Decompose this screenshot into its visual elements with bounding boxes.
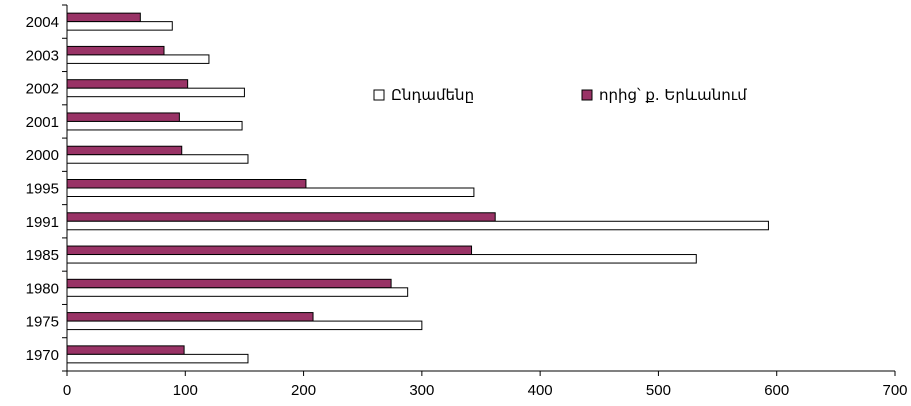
bar-yerevan xyxy=(66,45,165,56)
y-tick-label: 2002 xyxy=(26,81,59,98)
legend-swatch-total xyxy=(373,89,385,101)
y-tick-label: 1975 xyxy=(26,314,59,331)
y-tick-label: 1980 xyxy=(26,280,59,297)
x-tick-label: 300 xyxy=(409,382,434,399)
y-tick-label: 2001 xyxy=(26,114,59,131)
x-tick-label: 700 xyxy=(882,382,907,399)
bar-yerevan xyxy=(66,179,307,189)
x-axis-tick-labels: 0 100 200 300 400 500 600 700 xyxy=(63,382,908,399)
x-tick-label: 100 xyxy=(173,382,198,399)
y-tick-label: 1970 xyxy=(26,347,59,364)
bar-total xyxy=(66,120,243,131)
bar-total xyxy=(66,87,245,98)
bar-total xyxy=(66,154,249,164)
bar-total xyxy=(66,320,423,331)
bar-total xyxy=(66,220,769,231)
chart-bars xyxy=(66,12,769,364)
bar-yerevan xyxy=(66,12,141,23)
bar-total xyxy=(66,287,409,297)
x-tick-label: 500 xyxy=(646,382,671,399)
y-tick-label: 1995 xyxy=(26,181,59,198)
y-tick-label: 1985 xyxy=(26,247,59,264)
bar-yerevan xyxy=(66,79,189,89)
legend-label-yerevan: որից՝ ք. Երևանում xyxy=(599,86,747,104)
y-tick-label: 2000 xyxy=(26,147,59,164)
bar-yerevan xyxy=(66,145,183,156)
bar-total xyxy=(66,21,173,31)
bar-yerevan xyxy=(66,245,473,256)
bar-total xyxy=(66,54,210,64)
y-tick-label: 1991 xyxy=(26,214,59,231)
x-tick-label: 0 xyxy=(63,382,71,399)
legend-label-total: Ընդամենը xyxy=(391,86,474,104)
bar-yerevan xyxy=(66,212,496,222)
bar-yerevan xyxy=(66,345,185,355)
bar-yerevan xyxy=(66,312,314,322)
y-tick-label: 2004 xyxy=(26,14,59,31)
x-tick-label: 200 xyxy=(291,382,316,399)
y-tick-label: 2003 xyxy=(26,47,59,64)
chart-legend: Ընդամենը որից՝ ք. Երևանում xyxy=(373,86,747,104)
bar-yerevan xyxy=(66,278,392,289)
bar-yerevan xyxy=(66,112,180,122)
y-axis-tick-labels: 1970 1975 1980 1985 1991 1995 2000 2001 2002 2003… xyxy=(26,14,59,364)
x-tick-label: 600 xyxy=(764,382,789,399)
bar-total xyxy=(66,254,697,264)
bar-total xyxy=(66,187,475,197)
legend-swatch-yerevan xyxy=(581,89,593,101)
bar-total xyxy=(66,353,249,364)
x-tick-label: 400 xyxy=(528,382,553,399)
